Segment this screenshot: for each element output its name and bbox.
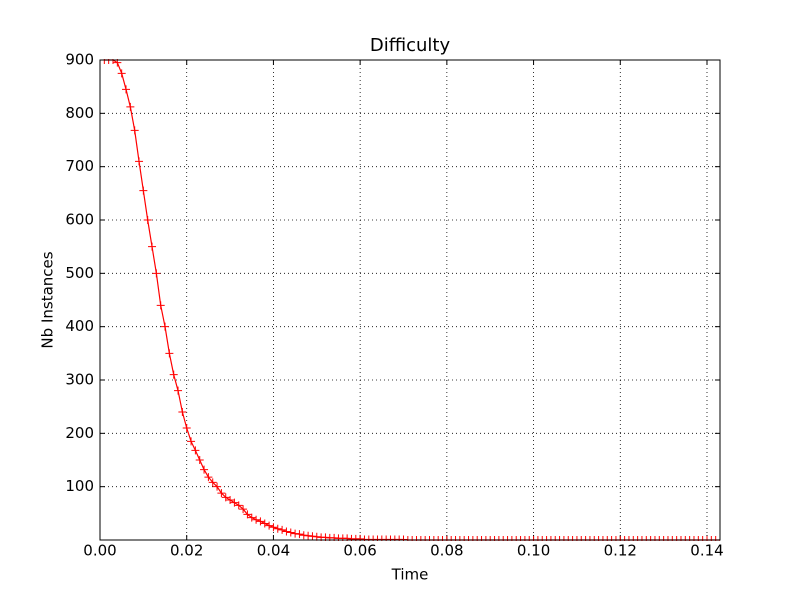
y-tick-label: 900 (65, 51, 94, 69)
y-tick-label: 300 (65, 371, 94, 389)
marker (273, 524, 282, 533)
marker (304, 531, 313, 540)
marker (330, 533, 339, 541)
marker (126, 102, 135, 111)
marker (399, 535, 408, 541)
chart-title: Difficulty (370, 35, 451, 56)
marker (182, 424, 191, 432)
marker (135, 157, 144, 166)
marker (260, 519, 269, 528)
x-tick-label: 0.04 (257, 542, 290, 560)
x-tick-label: 0.10 (517, 542, 550, 560)
marker (217, 489, 226, 498)
x-tick-label: 0.06 (343, 542, 376, 560)
marker (204, 473, 213, 482)
y-axis-label: Nb Instances (39, 251, 57, 348)
marker (269, 523, 278, 532)
marker (256, 517, 265, 526)
marker (308, 532, 317, 541)
marker (130, 126, 139, 135)
marker (117, 69, 126, 78)
marker (265, 521, 274, 530)
marker (122, 85, 131, 94)
marker (291, 529, 300, 538)
marker (295, 530, 304, 539)
marker (286, 528, 295, 537)
marker (239, 505, 248, 514)
marker (200, 465, 209, 474)
marker (156, 301, 165, 310)
marker (165, 349, 174, 358)
marker (191, 446, 200, 455)
y-tick-label: 800 (65, 104, 94, 122)
x-tick-label: 0.14 (690, 542, 723, 560)
marker (152, 269, 161, 278)
y-tick-label: 600 (65, 211, 94, 229)
marker (230, 498, 239, 507)
plot-frame (99, 59, 721, 541)
marker (356, 534, 365, 541)
marker (221, 493, 230, 502)
marker (282, 527, 291, 536)
marker (213, 482, 222, 491)
marker (252, 515, 261, 524)
marker (208, 478, 217, 487)
marker (148, 242, 157, 251)
x-tick-label: 0.08 (430, 542, 463, 560)
x-tick-label: 0.00 (83, 542, 116, 560)
y-tick-label: 100 (65, 477, 94, 495)
marker (312, 532, 321, 541)
marker (161, 322, 170, 331)
marker (174, 386, 183, 395)
marker (169, 370, 178, 379)
y-tick-label: 400 (65, 317, 94, 335)
marker (247, 513, 256, 522)
marker (299, 531, 308, 540)
marker (243, 510, 252, 519)
marker (178, 408, 187, 416)
marker (139, 186, 148, 195)
y-tick-label: 700 (65, 157, 94, 175)
marker (234, 501, 243, 510)
x-tick-label: 0.12 (604, 542, 637, 560)
y-tick-label: 500 (65, 264, 94, 282)
marker (343, 534, 352, 541)
x-tick-label: 0.02 (170, 542, 203, 560)
marker (143, 216, 152, 224)
marker (226, 496, 235, 504)
marker (195, 456, 204, 464)
marker (278, 525, 287, 534)
marker (187, 437, 196, 446)
x-axis-label: Time (391, 566, 429, 584)
y-tick-label: 200 (65, 424, 94, 442)
